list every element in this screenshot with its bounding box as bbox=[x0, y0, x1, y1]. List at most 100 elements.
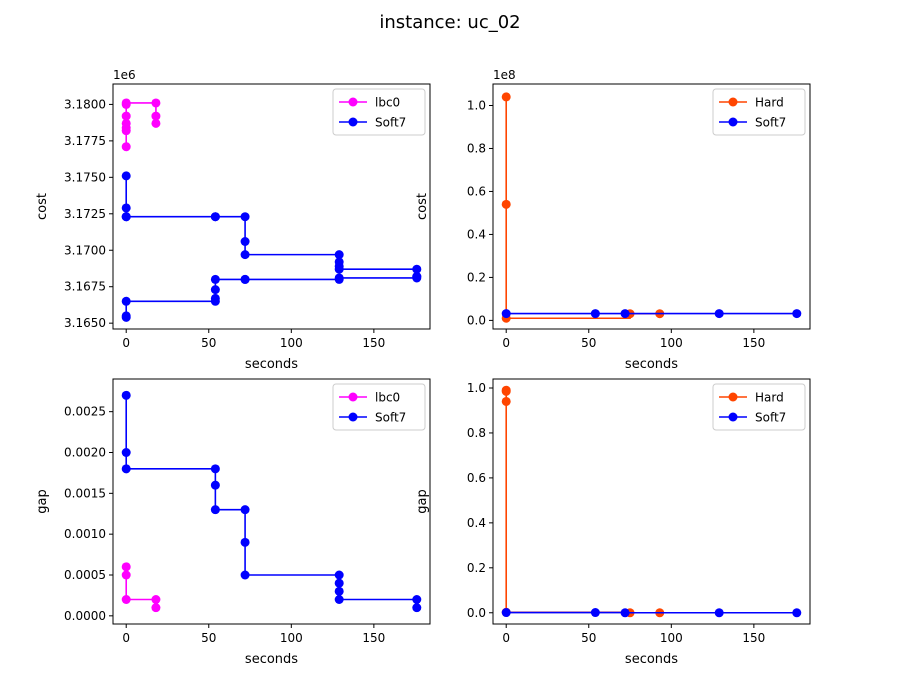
y-tick-label: 3.1700 bbox=[64, 243, 106, 257]
y-tick-label: 0.0 bbox=[467, 313, 486, 327]
series-Soft7 bbox=[121, 171, 422, 322]
y-tick-label: 0.0015 bbox=[64, 486, 106, 500]
subplot-bottom-left: 0 50 100 150 0.0000 0.0005 0.0010 0.0015 0.0020 0… bbox=[35, 378, 431, 667]
x-tick-label: 100 bbox=[660, 336, 683, 350]
data-point bbox=[121, 142, 131, 152]
data-point bbox=[501, 608, 511, 618]
x-tick-label: 0 bbox=[502, 336, 510, 350]
y-tick-label: 0.2 bbox=[467, 270, 486, 284]
axes-frame bbox=[112, 378, 431, 625]
data-point bbox=[121, 203, 131, 213]
series-Soft7 bbox=[501, 309, 802, 319]
plot-area bbox=[501, 385, 802, 618]
legend-label: Soft7 bbox=[375, 116, 406, 130]
x-tick-label: 150 bbox=[362, 631, 385, 645]
data-point bbox=[151, 603, 161, 613]
x-tick-label: 0 bbox=[502, 631, 510, 645]
data-point bbox=[714, 608, 724, 618]
x-axis-label: seconds bbox=[245, 357, 298, 372]
legend: lbc0 Soft7 bbox=[332, 88, 426, 136]
series-Soft7 bbox=[121, 390, 422, 613]
data-point bbox=[151, 595, 161, 604]
x-axis-label: seconds bbox=[625, 357, 678, 372]
y-tick-label: 0.8 bbox=[467, 141, 486, 155]
y-tick-label: 0.6 bbox=[467, 184, 486, 198]
data-point bbox=[240, 250, 250, 260]
data-point bbox=[121, 448, 131, 457]
data-point bbox=[334, 578, 344, 588]
y-tick-label: 0.4 bbox=[467, 516, 486, 530]
y-axis-label: gap bbox=[415, 489, 430, 513]
data-point bbox=[151, 98, 161, 108]
data-point bbox=[792, 309, 802, 319]
legend-swatch-marker bbox=[728, 412, 738, 422]
axis-offset-text: 1e6 bbox=[113, 68, 136, 82]
axes-frame bbox=[492, 378, 811, 625]
legend-swatch-marker bbox=[728, 97, 738, 107]
data-point bbox=[334, 595, 344, 604]
series-lbc0 bbox=[121, 98, 161, 152]
legend-label: Soft7 bbox=[375, 411, 406, 425]
x-tick-label: 50 bbox=[201, 336, 216, 350]
data-point bbox=[121, 570, 131, 580]
figure-title: instance: uc_02 bbox=[379, 12, 520, 33]
subplot-grid: 0 50 100 150 3.1650 3.1675 3.1700 3.1725 3.1750 3… bbox=[35, 68, 811, 667]
plot-area bbox=[501, 92, 802, 323]
data-point bbox=[121, 390, 131, 400]
data-point bbox=[334, 264, 344, 274]
data-point bbox=[334, 273, 344, 283]
data-point bbox=[590, 309, 600, 319]
y-axis-label: gap bbox=[35, 489, 50, 513]
y-tick-label: 0.8 bbox=[467, 426, 486, 440]
legend-label: Soft7 bbox=[755, 411, 786, 425]
data-point bbox=[590, 608, 600, 618]
data-point bbox=[121, 98, 131, 108]
data-point bbox=[501, 309, 511, 319]
legend-swatch-marker bbox=[348, 97, 358, 107]
series-Soft7 bbox=[501, 608, 802, 618]
x-tick-label: 150 bbox=[742, 631, 765, 645]
data-point bbox=[210, 212, 220, 222]
x-axis-label: seconds bbox=[625, 652, 678, 667]
legend-label: Soft7 bbox=[755, 116, 786, 130]
x-tick-label: 100 bbox=[280, 336, 303, 350]
subplot-bottom-right: 0 50 100 150 0.0 0.2 0.4 0.6 0.8 1.0 seconds gap Har… bbox=[415, 378, 811, 667]
data-point bbox=[151, 118, 161, 128]
y-axis-label: cost bbox=[35, 193, 50, 220]
y-tick-label: 0.0020 bbox=[64, 446, 106, 460]
data-point bbox=[240, 505, 250, 515]
legend-swatch-marker bbox=[728, 117, 738, 127]
y-tick-label: 1.0 bbox=[467, 381, 486, 395]
axes-frame bbox=[492, 83, 811, 330]
data-point bbox=[792, 608, 802, 618]
data-point bbox=[121, 311, 131, 321]
y-tick-label: 0.0010 bbox=[64, 527, 106, 541]
legend: lbc0 Soft7 bbox=[332, 383, 426, 431]
data-point bbox=[501, 199, 511, 209]
y-tick-label: 1.0 bbox=[467, 98, 486, 112]
data-point bbox=[714, 309, 724, 319]
legend-label: Hard bbox=[755, 391, 784, 405]
data-point bbox=[412, 264, 422, 274]
data-point bbox=[121, 296, 131, 306]
y-tick-label: 3.1750 bbox=[64, 170, 106, 184]
data-point bbox=[240, 537, 250, 547]
legend-swatch-marker bbox=[728, 392, 738, 402]
legend-swatch-marker bbox=[348, 412, 358, 422]
x-tick-label: 150 bbox=[362, 336, 385, 350]
data-point bbox=[210, 274, 220, 284]
data-point bbox=[334, 250, 344, 260]
x-tick-label: 150 bbox=[742, 336, 765, 350]
y-tick-label: 0.2 bbox=[467, 561, 486, 575]
data-point bbox=[210, 480, 220, 490]
data-point bbox=[121, 595, 131, 604]
data-point bbox=[121, 111, 131, 121]
axes-frame bbox=[112, 83, 431, 330]
series-lbc0 bbox=[121, 562, 161, 613]
y-tick-label: 0.0005 bbox=[64, 568, 106, 582]
legend-swatch-marker bbox=[348, 117, 358, 127]
x-tick-label: 100 bbox=[280, 631, 303, 645]
x-tick-label: 0 bbox=[122, 336, 130, 350]
axis-offset-text: 1e8 bbox=[493, 68, 516, 82]
